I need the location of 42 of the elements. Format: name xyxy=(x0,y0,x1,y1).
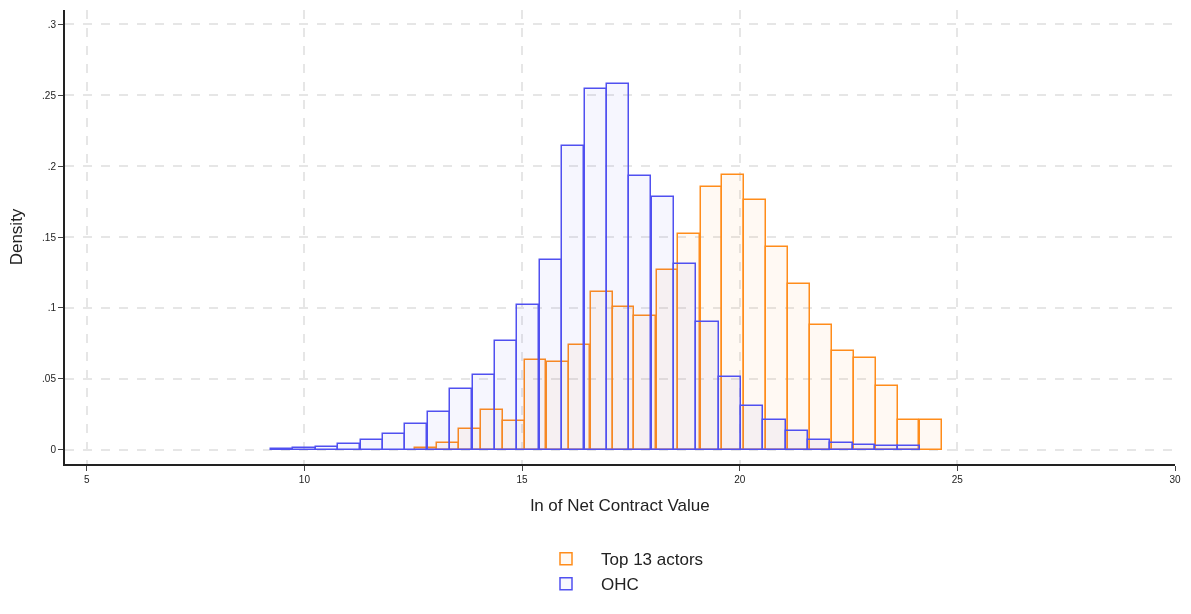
x-tick-label: 25 xyxy=(951,474,964,485)
bar xyxy=(538,258,562,450)
bar xyxy=(359,438,383,450)
x-axis-title: ln of Net Contract Value xyxy=(530,495,710,515)
bar xyxy=(403,422,427,450)
bar xyxy=(806,438,830,450)
bar xyxy=(784,429,808,450)
x-tick-label: 30 xyxy=(1169,474,1181,485)
y-tick-label: .1 xyxy=(47,302,57,314)
bar xyxy=(493,339,517,450)
bar xyxy=(761,418,786,450)
bar xyxy=(672,262,696,450)
bar xyxy=(605,82,629,450)
bar xyxy=(717,375,741,450)
bar xyxy=(627,174,651,450)
x-tick-label: 5 xyxy=(83,474,90,485)
y-tick-label: .15 xyxy=(42,231,57,243)
y-tick-label: .25 xyxy=(42,89,57,101)
y-tick-label: .3 xyxy=(47,18,57,30)
bar xyxy=(694,320,719,450)
bar xyxy=(471,373,495,450)
y-tick-label: 0 xyxy=(50,444,57,456)
bar xyxy=(560,144,584,450)
y-tick-label: .05 xyxy=(42,373,57,385)
x-tick-label: 10 xyxy=(298,474,311,485)
legend-label: OHC xyxy=(601,575,639,595)
x-tick-label: 15 xyxy=(516,474,529,485)
bar xyxy=(583,87,607,450)
bar xyxy=(650,195,674,450)
bar xyxy=(828,441,853,450)
bar xyxy=(739,404,763,450)
bar xyxy=(515,303,539,450)
bar xyxy=(896,444,920,450)
bar xyxy=(918,418,942,450)
legend-label: Top 13 actors xyxy=(601,550,704,570)
bar xyxy=(336,442,360,450)
bar xyxy=(381,432,405,450)
y-tick-label: .2 xyxy=(47,160,57,172)
y-axis-title: Density xyxy=(7,208,27,266)
bar xyxy=(448,387,472,450)
x-tick-label: 20 xyxy=(734,474,746,485)
bar xyxy=(426,410,450,450)
